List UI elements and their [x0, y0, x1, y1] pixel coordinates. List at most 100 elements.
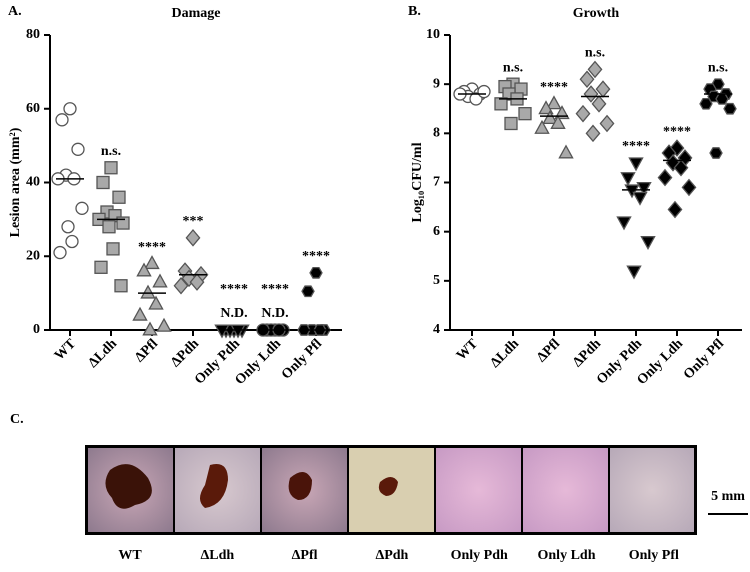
y-axis-label: Log₁₀CFU/ml — [410, 142, 425, 222]
significance-label: n.s. — [101, 144, 121, 159]
lesion — [105, 464, 152, 509]
data-point — [189, 273, 205, 291]
data-point — [53, 245, 67, 260]
data-point — [114, 279, 128, 293]
significance-label: **** — [622, 139, 650, 154]
data-point — [640, 236, 656, 251]
significance-label: *** — [183, 214, 204, 229]
data-point — [709, 147, 723, 159]
data-point — [106, 242, 120, 256]
data-point — [550, 114, 566, 129]
y-tick-label: 80 — [26, 27, 40, 42]
photo-strip — [85, 445, 748, 535]
x-tick-label: ΔPdh — [570, 336, 604, 370]
photo-caption: ΔPfl — [292, 548, 318, 563]
x-tick-label: ΔPdh — [168, 336, 202, 370]
photo-caption: Only Ldh — [538, 548, 596, 563]
y-tick-label: 60 — [26, 101, 40, 116]
data-point — [65, 234, 79, 249]
data-point — [173, 276, 189, 295]
lesion — [288, 471, 312, 500]
data-point — [104, 161, 118, 175]
y-tick-label: 4 — [433, 322, 440, 337]
photo-caption: ΔPdh — [375, 548, 408, 563]
data-point — [185, 229, 201, 247]
data-point — [546, 95, 562, 110]
data-point — [75, 201, 89, 215]
data-point — [156, 317, 172, 332]
data-point — [132, 306, 148, 321]
data-point — [477, 84, 491, 99]
data-point — [102, 220, 116, 234]
data-point — [94, 260, 108, 274]
data-point — [542, 110, 558, 125]
data-point — [681, 178, 697, 197]
lesion — [200, 464, 228, 508]
y-tick-label: 20 — [26, 248, 40, 263]
significance-label: n.s. — [585, 46, 605, 61]
significance-label: **** — [220, 282, 248, 297]
y-tick-label: 7 — [433, 175, 440, 190]
x-tick-label: WT — [52, 336, 80, 364]
data-point — [494, 97, 508, 111]
data-point — [636, 181, 652, 196]
y-tick-label: 0 — [33, 322, 40, 337]
data-point — [699, 97, 713, 110]
x-tick-label: Only Pfl — [681, 336, 727, 382]
photo-caption: ΔLdh — [200, 548, 234, 563]
significance-label: N.D. — [261, 306, 288, 321]
data-point — [144, 255, 160, 270]
y-tick-label: 9 — [433, 76, 440, 91]
y-axis-label: Lesion area (mm²) — [8, 127, 23, 237]
data-point — [585, 124, 601, 143]
chart-title: Growth — [573, 6, 620, 21]
data-point — [214, 324, 230, 339]
data-point — [624, 184, 640, 199]
photo-caption: Only Pdh — [451, 548, 508, 563]
significance-label: n.s. — [503, 60, 523, 75]
x-tick-label: ΔLdh — [86, 336, 121, 371]
data-point — [626, 265, 642, 280]
chart-title: Damage — [172, 6, 221, 21]
data-point — [538, 100, 554, 115]
photo-caption: WT — [118, 548, 142, 563]
data-point — [96, 175, 110, 190]
photo-caption: Only Pfl — [629, 548, 679, 563]
panel-label: A. — [8, 4, 22, 19]
data-point — [657, 168, 673, 187]
significance-label: n.s. — [708, 60, 728, 75]
data-point — [152, 273, 168, 288]
data-point — [723, 102, 737, 115]
y-tick-label: 10 — [426, 27, 440, 42]
data-point — [71, 142, 85, 156]
significance-label: **** — [663, 124, 691, 139]
data-point — [504, 116, 518, 131]
data-point — [599, 114, 615, 133]
data-point — [301, 285, 315, 298]
x-tick-label: ΔPfl — [132, 336, 161, 365]
data-point — [148, 295, 164, 310]
significance-label: **** — [138, 240, 166, 255]
data-point — [230, 324, 246, 339]
data-point — [587, 60, 603, 79]
y-tick-label: 5 — [433, 273, 440, 288]
y-tick-label: 6 — [433, 224, 440, 239]
significance-label: **** — [302, 249, 330, 264]
data-point — [534, 119, 550, 134]
photo — [436, 448, 521, 532]
data-point — [63, 102, 77, 116]
data-point — [558, 144, 574, 159]
data-point — [595, 80, 611, 98]
data-point — [575, 104, 591, 123]
data-point — [583, 85, 599, 103]
data-point — [518, 107, 532, 121]
data-point — [591, 95, 607, 113]
x-tick-label: ΔLdh — [488, 336, 523, 371]
data-point — [616, 216, 632, 231]
data-point — [673, 158, 689, 177]
data-point — [55, 113, 69, 127]
data-point — [715, 93, 729, 105]
photo — [610, 448, 694, 532]
data-point — [309, 266, 323, 279]
